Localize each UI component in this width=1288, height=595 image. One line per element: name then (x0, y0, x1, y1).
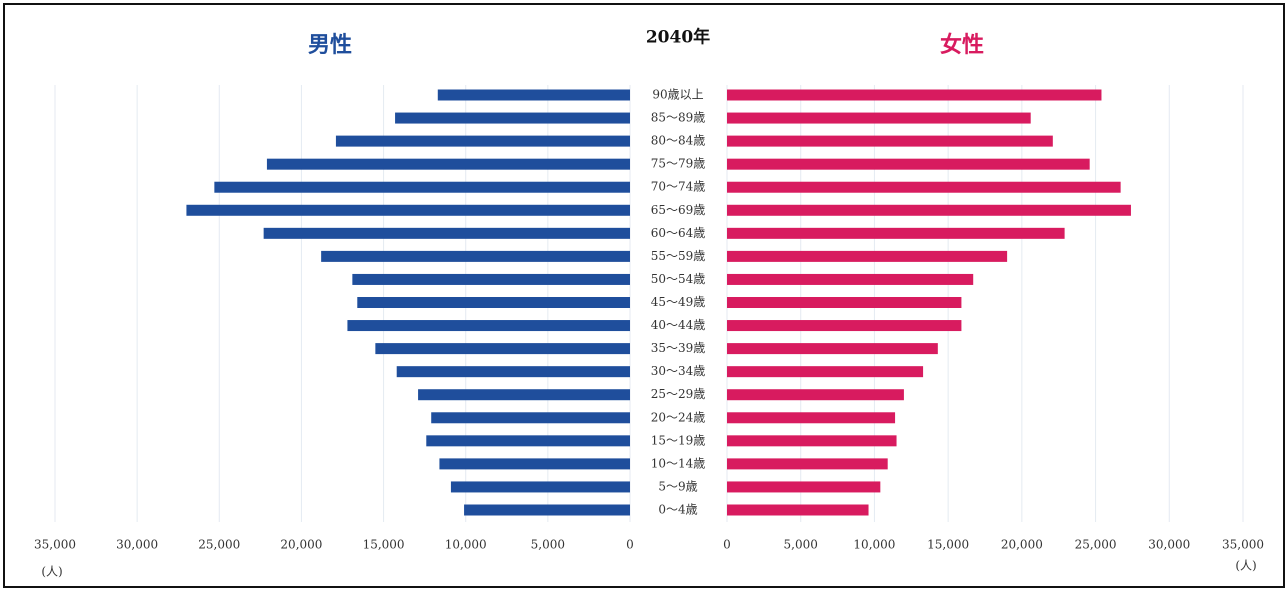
bar (727, 412, 896, 424)
category-label: 80～84歳 (651, 134, 706, 148)
category-label: 55～59歳 (651, 249, 706, 263)
legend-label: 女性 (940, 32, 984, 58)
bar (335, 135, 630, 147)
bar (727, 204, 1131, 216)
bar (214, 181, 630, 193)
bar (727, 481, 881, 493)
chart-title: 2040年 (646, 27, 710, 48)
bar (321, 250, 630, 262)
x-tick-label: 10,000 (853, 538, 895, 552)
bar (727, 250, 1008, 262)
frame (3, 3, 1285, 588)
unit-label: (人) (41, 565, 62, 579)
x-tick-label: 25,000 (198, 538, 240, 552)
category-label: 15～19歳 (651, 433, 706, 447)
category-label: 70～74歳 (651, 180, 706, 194)
bar (418, 389, 630, 401)
bar (439, 458, 630, 470)
bar (727, 273, 974, 285)
bar (437, 89, 630, 101)
bar (727, 389, 904, 401)
bar (347, 320, 630, 332)
category-label: 50～54歳 (651, 272, 706, 286)
x-tick-label: 35,000 (34, 538, 76, 552)
bar (727, 158, 1090, 170)
bar (357, 297, 630, 308)
bar (375, 343, 630, 355)
category-label: 25～29歳 (651, 387, 706, 401)
x-tick-label: 5,000 (784, 538, 818, 552)
bar (727, 89, 1102, 101)
bar (727, 458, 888, 470)
category-label: 85～89歳 (651, 111, 706, 125)
category-label: 60～64歳 (651, 226, 706, 240)
bar (727, 112, 1031, 124)
bar (727, 227, 1065, 239)
x-tick-label: 15,000 (927, 538, 969, 552)
category-label: 20～24歳 (651, 410, 706, 424)
legend-label: 男性 (308, 32, 352, 58)
bar (266, 158, 630, 170)
bar (352, 273, 630, 285)
bar (396, 366, 630, 378)
bar (727, 320, 962, 332)
bar (263, 227, 630, 239)
bar (727, 343, 938, 355)
bar (727, 297, 962, 308)
unit-label: (人) (1235, 559, 1256, 573)
bar (727, 435, 897, 447)
x-tick-label: 35,000 (1222, 538, 1264, 552)
category-label: 5～9歳 (658, 479, 697, 493)
bar (727, 366, 924, 378)
x-tick-label: 25,000 (1075, 538, 1117, 552)
category-label: 30～34歳 (651, 364, 706, 378)
bar (395, 112, 630, 124)
bar (727, 504, 869, 516)
bar (727, 181, 1121, 193)
bar (426, 435, 630, 447)
x-tick-label: 0 (626, 538, 634, 552)
category-label: 35～39歳 (651, 341, 706, 355)
x-tick-label: 20,000 (1001, 538, 1043, 552)
x-tick-label: 20,000 (280, 538, 322, 552)
category-label: 45～49歳 (651, 295, 706, 309)
bar (186, 204, 630, 216)
bar (450, 481, 630, 493)
x-tick-label: 30,000 (116, 538, 158, 552)
category-label: 75～79歳 (651, 157, 706, 171)
category-label: 90歳以上 (652, 88, 703, 102)
x-tick-label: 0 (723, 538, 731, 552)
bar (431, 412, 630, 424)
bar (727, 135, 1053, 147)
category-label: 10～14歳 (651, 456, 706, 470)
x-tick-label: 30,000 (1148, 538, 1190, 552)
category-label: 65～69歳 (651, 203, 706, 217)
x-tick-label: 15,000 (363, 538, 405, 552)
category-label: 40～44歳 (651, 318, 706, 332)
category-label: 0～4歳 (658, 503, 697, 517)
bar (464, 504, 630, 516)
x-tick-label: 10,000 (445, 538, 487, 552)
x-tick-label: 5,000 (531, 538, 565, 552)
